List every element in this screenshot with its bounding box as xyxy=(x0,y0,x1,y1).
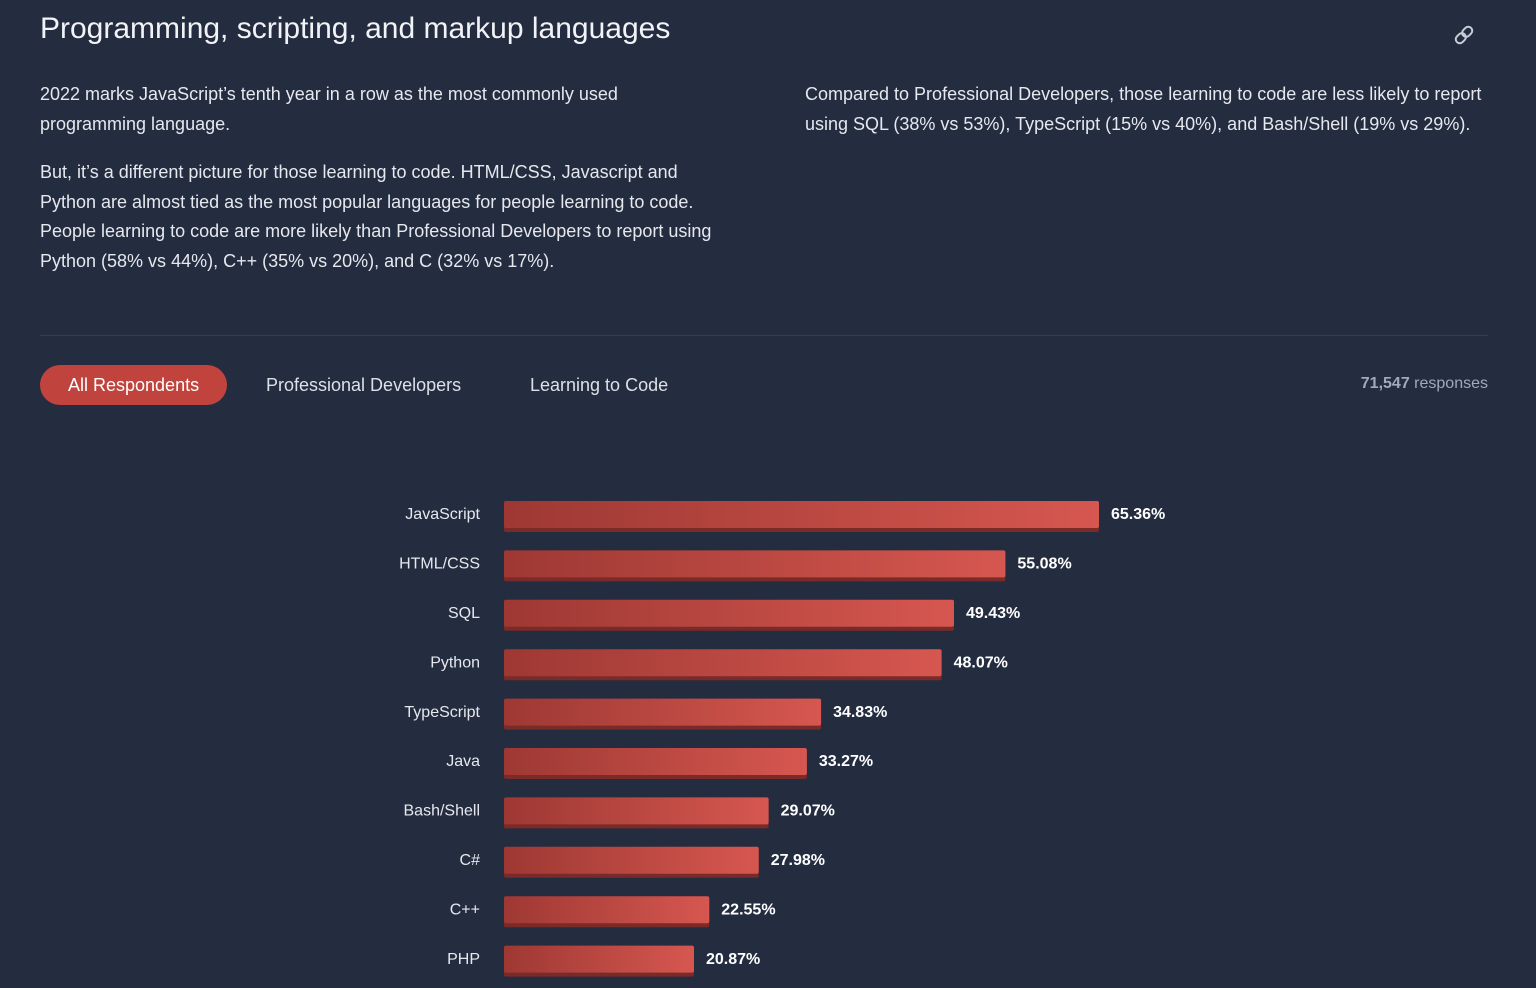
count: 71,547 xyxy=(1360,375,1410,392)
link-icon[interactable] xyxy=(1452,23,1476,47)
category-label: Python xyxy=(430,654,480,671)
paragraph: But, it’s a different picture for those … xyxy=(40,162,712,271)
bar xyxy=(504,846,759,874)
category-label: Java xyxy=(446,753,480,770)
paragraph: Compared to Professional Developers, tho… xyxy=(805,84,1482,134)
value-label: 29.07% xyxy=(781,803,835,820)
intro-left: 2022 marks JavaScript’s tenth year in a … xyxy=(40,80,720,295)
category-label: C# xyxy=(460,852,481,869)
value-label: 48.07% xyxy=(954,654,1008,671)
category-label: TypeScript xyxy=(404,704,480,721)
value-label: 55.08% xyxy=(1017,556,1071,573)
bar xyxy=(504,550,1006,578)
chart: JavaScript 65.36% HTML/CSS 55.08% SQL 49.43% P… xyxy=(399,501,1165,977)
value-label: 22.55% xyxy=(721,901,775,918)
bar xyxy=(504,896,710,924)
tab[interactable]: Learning to Code xyxy=(530,375,669,395)
bar xyxy=(504,501,1099,528)
bar xyxy=(504,599,954,627)
value-label: 34.83% xyxy=(833,704,887,721)
category-label: SQL xyxy=(448,605,480,622)
value-label: 20.87% xyxy=(706,951,760,968)
tab[interactable]: All Respondents xyxy=(40,365,228,405)
category-label: HTML/CSS xyxy=(399,556,480,573)
divider xyxy=(40,335,1488,336)
response-count: 71,547 responses xyxy=(1361,375,1488,393)
category-label: C++ xyxy=(450,901,480,918)
bar xyxy=(504,698,822,726)
value-label: 49.43% xyxy=(966,605,1020,622)
value-label: 33.27% xyxy=(819,753,873,770)
tab[interactable]: Professional Developers xyxy=(266,375,462,395)
category-label: Bash/Shell xyxy=(404,803,481,820)
paragraph: 2022 marks JavaScript’s tenth year in a … xyxy=(40,84,618,134)
value-label: 65.36% xyxy=(1111,506,1165,523)
bar xyxy=(504,748,807,775)
count-label: responses xyxy=(1414,375,1488,392)
bar xyxy=(504,945,694,973)
value-label: 27.98% xyxy=(771,852,825,869)
intro-right: Compared to Professional Developers, tho… xyxy=(805,80,1485,158)
section-title: Programming, scripting, and markup langu… xyxy=(40,12,671,45)
bar xyxy=(504,797,769,825)
category-label: JavaScript xyxy=(405,506,480,523)
category-label: PHP xyxy=(447,951,480,968)
bar xyxy=(504,649,942,677)
